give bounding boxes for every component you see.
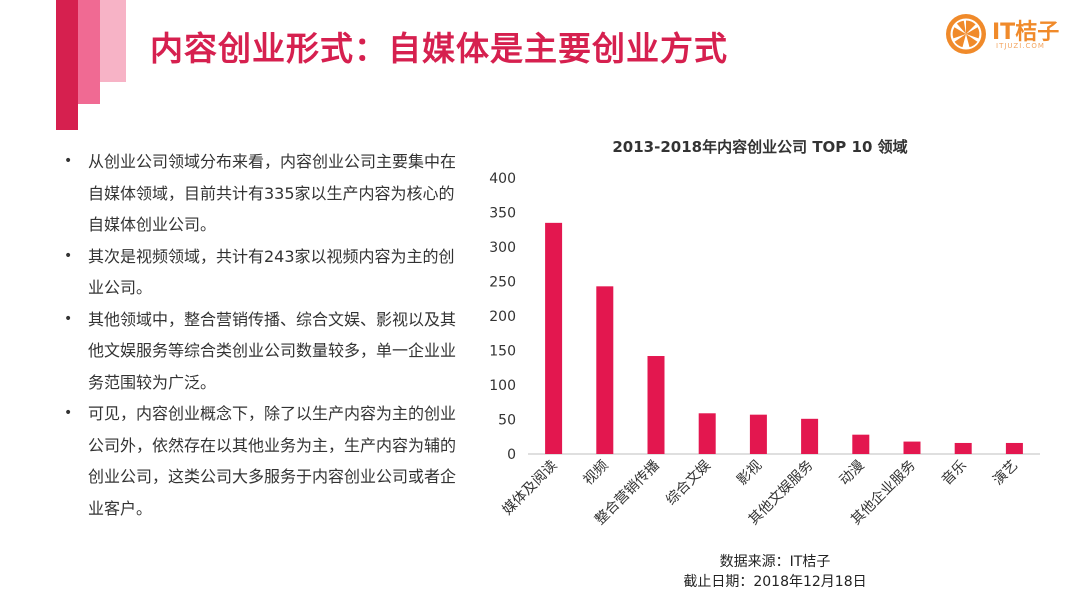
x-tick-label: 媒体及阅读 [499,457,561,519]
bullet-marker: • [64,405,73,421]
bar [596,286,614,454]
date-line: 截止日期：2018年12月18日 [683,574,867,590]
x-tick-label: 影视 [734,458,765,489]
x-tick-label: 音乐 [938,457,970,489]
bullet-text: 其次是视频领域，共计有243家以视频内容为主的创业公司。 [88,246,455,298]
bar [903,441,921,454]
y-tick-label: 100 [489,378,516,394]
x-tick-label: 演艺 [990,458,1021,489]
bar-chart: 2013-2018年内容创业公司 TOP 10 领域 0 50 100 150 200 2… [489,138,1040,528]
chart-title: 2013-2018年内容创业公司 TOP 10 领域 [612,138,907,156]
logo-subtext: ITJUZI.COM [996,42,1045,50]
bar [954,442,972,454]
bar [749,414,767,454]
x-tick-label: 视频 [581,458,612,489]
bullet-text: 从创业公司领域分布来看，内容创业公司主要集中在自媒体领域，目前共计有335家以生… [88,152,457,234]
decor-bar-dark [56,0,78,130]
bullet-item: • 可见，内容创业概念下，除了以生产内容为主的创业公司外，依然存在以其他业务为主，… [62,398,470,524]
bullet-marker: • [64,247,73,264]
y-tick-label: 150 [489,344,516,360]
bullet-item: • 其他领域中，整合营销传播、综合文娱、影视以及其他文娱服务等综合类创业公司数量较… [62,304,470,399]
bar [852,434,870,454]
bar [698,413,716,454]
y-tick-label: 200 [489,309,516,325]
y-tick-label: 350 [489,206,516,222]
x-tick-label: 动漫 [837,458,868,489]
logo-text: IT桔子 [992,20,1060,45]
y-tick-label: 300 [489,240,516,256]
y-tick-label: 50 [498,413,516,429]
bars [545,222,1023,454]
y-tick-label: 400 [489,171,516,187]
bullet-item: • 从创业公司领域分布来看，内容创业公司主要集中在自媒体领域，目前共计有335家以… [62,146,470,241]
decor-bar-mid [78,0,100,104]
bullet-list: • 从创业公司领域分布来看，内容创业公司主要集中在自媒体领域，目前共计有335家以… [62,146,470,524]
y-tick-label: 0 [507,447,516,463]
bullet-text: 可见，内容创业概念下，除了以生产内容为主的创业公司外，依然存在以其他业务为主，生… [88,404,457,518]
bullet-marker: • [64,310,73,327]
decor-bar-light [100,0,126,82]
x-tick-label: 综合文娱 [663,458,714,509]
bar [647,356,665,454]
orange-slice-icon [946,14,986,54]
bullet-marker: • [64,153,73,169]
bar [1005,442,1023,454]
bar [545,222,563,454]
logo: IT桔子 ITJUZI.COM [944,8,1074,56]
source-line: 数据来源：IT桔子 [719,554,831,570]
y-tick-labels: 0 50 100 150 200 250 300 350 400 [489,171,516,463]
page-title: 内容创业形式：自媒体是主要创业方式 [150,29,728,68]
bullet-text: 其他领域中，整合营销传播、综合文娱、影视以及其他文娱服务等综合类创业公司数量较多… [88,309,457,392]
data-source: 数据来源：IT桔子 截止日期：2018年12月18日 [640,552,910,592]
y-tick-label: 250 [489,275,516,291]
bar [801,418,819,454]
bullet-item: • 其次是视频领域，共计有243家以视频内容为主的创业公司。 [62,241,470,304]
